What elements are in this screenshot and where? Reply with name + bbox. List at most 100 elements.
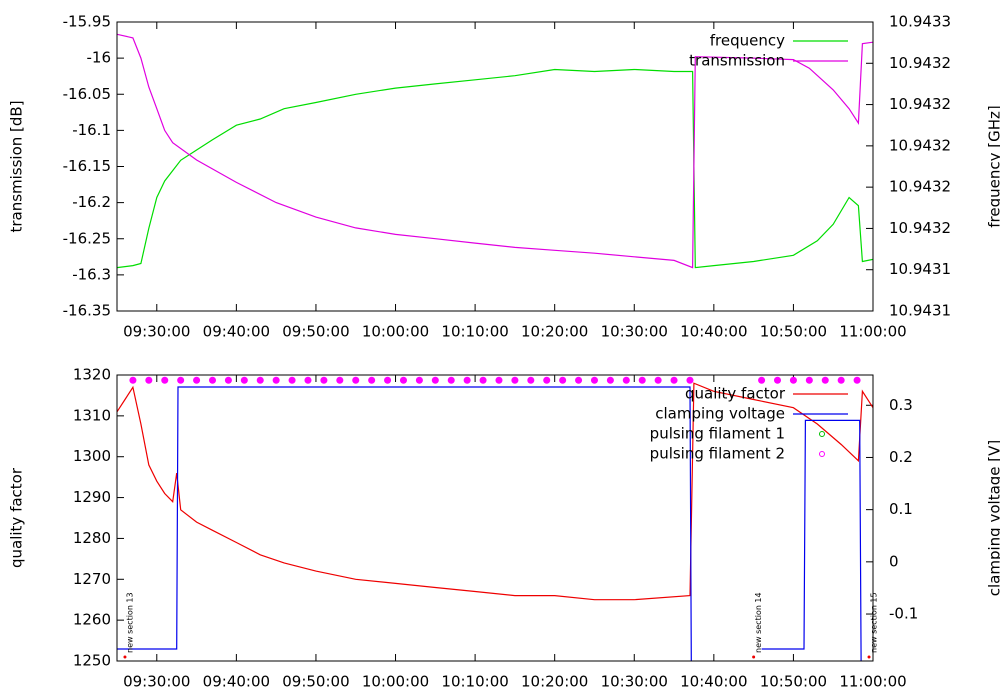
x-tick-label: 10:00:00 xyxy=(362,323,429,341)
point xyxy=(590,376,598,384)
legend-swatch xyxy=(819,451,825,457)
point xyxy=(479,376,487,384)
y2-tick-label: 10.9431 xyxy=(889,260,951,278)
y-tick-label: -16.05 xyxy=(63,85,111,103)
series-line xyxy=(117,68,873,269)
point xyxy=(527,376,535,384)
y2-tick-label: 0.1 xyxy=(889,500,913,518)
y2-tick-label: 10.9431 xyxy=(889,302,951,320)
y2-tick-label: 10.9432 xyxy=(889,178,951,196)
y2-tick-label: 0 xyxy=(889,552,899,570)
annotation: new section 13 xyxy=(125,592,134,653)
y2-tick-label: 10.9433 xyxy=(889,13,951,31)
point xyxy=(129,376,137,384)
y-tick-label: 1290 xyxy=(73,488,111,506)
point xyxy=(240,376,248,384)
x-tick-label: 09:50:00 xyxy=(282,673,349,691)
point xyxy=(606,376,614,384)
point xyxy=(789,376,797,384)
legend-label: clamping voltage xyxy=(655,405,785,423)
y-tick-label: -16.3 xyxy=(72,265,111,283)
point xyxy=(224,376,232,384)
plot-area xyxy=(117,376,873,661)
x-tick-label: 09:30:00 xyxy=(123,323,190,341)
point xyxy=(288,376,296,384)
x-tick-label: 09:50:00 xyxy=(282,323,349,341)
x-tick-label: 11:00:00 xyxy=(839,323,906,341)
point xyxy=(368,376,376,384)
x-tick-label: 10:20:00 xyxy=(521,323,588,341)
y-tick-label: -16 xyxy=(87,49,112,67)
legend-label: frequency xyxy=(710,32,785,50)
point xyxy=(177,376,185,384)
point xyxy=(161,376,169,384)
point xyxy=(575,376,583,384)
annotation-marker xyxy=(752,655,756,659)
x-tick-label: 10:40:00 xyxy=(680,323,747,341)
y2-axis-label: frequency [GHz] xyxy=(986,105,1000,227)
annotation: new section 15 xyxy=(870,592,879,653)
legend-label: quality factor xyxy=(685,385,786,403)
y2-axis-label: clamping voltage [V] xyxy=(986,440,1000,596)
x-tick-label: 09:40:00 xyxy=(203,323,270,341)
legend-swatch xyxy=(819,431,825,437)
x-tick-label: 10:50:00 xyxy=(760,323,827,341)
series-line xyxy=(117,386,862,661)
point xyxy=(821,376,829,384)
point xyxy=(320,376,328,384)
point xyxy=(352,376,360,384)
y-tick-label: 1270 xyxy=(73,570,111,588)
point xyxy=(638,376,646,384)
y-tick-label: -15.95 xyxy=(63,13,111,31)
point xyxy=(384,376,392,384)
y-tick-label: -16.35 xyxy=(63,302,111,320)
annotation-marker xyxy=(867,655,871,659)
series-line xyxy=(117,33,873,269)
y-tick-label: -16.25 xyxy=(63,229,111,247)
point xyxy=(774,376,782,384)
x-tick-label: 10:10:00 xyxy=(441,673,508,691)
point xyxy=(463,376,471,384)
legend-label: transmission xyxy=(689,52,785,70)
x-tick-label: 10:40:00 xyxy=(680,673,747,691)
point xyxy=(543,376,551,384)
y-tick-label: 1260 xyxy=(73,611,111,629)
y-tick-label: 1310 xyxy=(73,406,111,424)
x-tick-label: 10:50:00 xyxy=(760,673,827,691)
point xyxy=(447,376,455,384)
x-tick-label: 10:30:00 xyxy=(601,323,668,341)
point xyxy=(686,376,694,384)
point xyxy=(758,376,766,384)
point xyxy=(670,376,678,384)
point xyxy=(805,376,813,384)
x-tick-label: 10:10:00 xyxy=(441,323,508,341)
y2-tick-label: 10.9432 xyxy=(889,95,951,113)
point xyxy=(837,376,845,384)
plot-area xyxy=(117,33,873,269)
point xyxy=(622,376,630,384)
point xyxy=(559,376,567,384)
plot-frame xyxy=(116,374,874,662)
annotation: new section 14 xyxy=(754,592,763,653)
y2-tick-label: 10.9432 xyxy=(889,54,951,72)
point xyxy=(853,376,861,384)
y-tick-label: 1280 xyxy=(73,529,111,547)
y-tick-label: -16.15 xyxy=(63,157,111,175)
point xyxy=(336,376,344,384)
y-tick-label: 1250 xyxy=(73,652,111,670)
y-axis-label: transmission [dB] xyxy=(8,100,26,232)
annotation-marker xyxy=(123,655,127,659)
point xyxy=(256,376,264,384)
legend-label: pulsing filament 1 xyxy=(650,425,785,443)
point xyxy=(495,376,503,384)
y-tick-label: 1320 xyxy=(73,366,111,384)
x-tick-label: 09:40:00 xyxy=(203,673,270,691)
legend-label: pulsing filament 2 xyxy=(650,445,785,463)
y-tick-label: 1300 xyxy=(73,447,111,465)
y2-tick-label: -0.1 xyxy=(889,605,918,623)
point xyxy=(272,376,280,384)
x-tick-label: 09:30:00 xyxy=(123,673,190,691)
point xyxy=(399,376,407,384)
x-tick-label: 11:00:00 xyxy=(839,673,906,691)
